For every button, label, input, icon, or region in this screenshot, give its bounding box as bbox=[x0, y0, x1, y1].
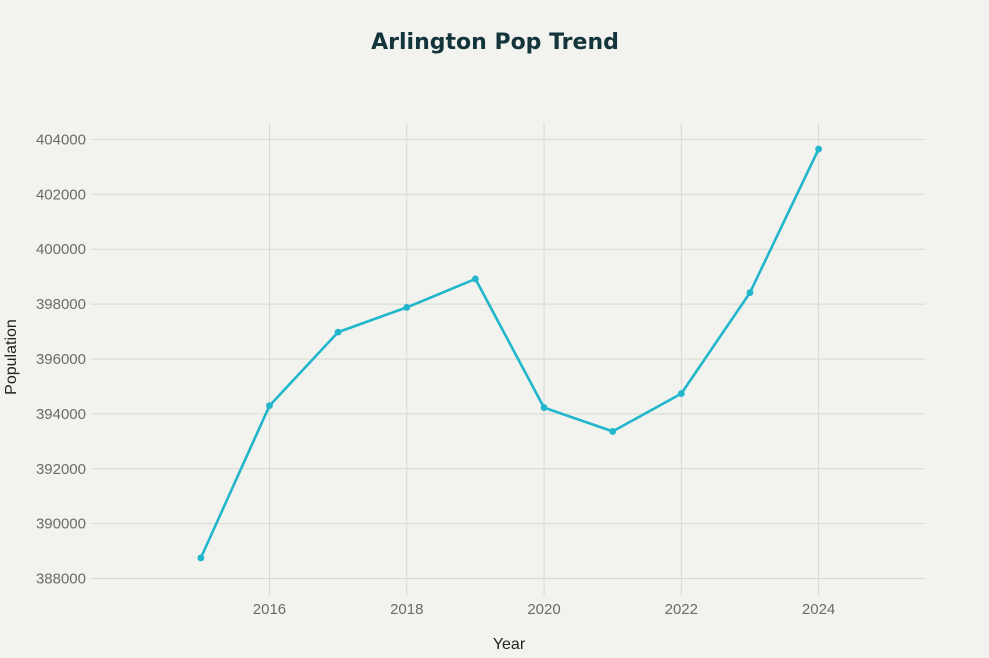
tick-labels: 388000 390000 392000 394000 396000 398000 4000… bbox=[36, 131, 835, 618]
y-tick-label: 398000 bbox=[36, 296, 86, 313]
data-point bbox=[609, 428, 617, 435]
data-point bbox=[746, 289, 754, 296]
data-point bbox=[815, 145, 823, 153]
y-tick-label: 402000 bbox=[36, 186, 86, 203]
x-tick-label: 2018 bbox=[390, 601, 423, 618]
data-point bbox=[403, 304, 411, 311]
data-point bbox=[334, 328, 342, 336]
series-line bbox=[199, 147, 820, 560]
data-point bbox=[540, 404, 548, 411]
y-tick-label: 400000 bbox=[36, 241, 86, 258]
x-tick-label: 2020 bbox=[527, 601, 560, 618]
y-tick-label: 392000 bbox=[36, 461, 86, 478]
data-point bbox=[197, 554, 205, 562]
x-tick-label: 2022 bbox=[665, 601, 698, 618]
y-tick-label: 394000 bbox=[36, 406, 86, 423]
series bbox=[197, 145, 823, 562]
x-tick-label: 2024 bbox=[802, 601, 835, 618]
y-axis-title: Population bbox=[3, 319, 20, 395]
data-point bbox=[677, 390, 685, 397]
grid bbox=[91, 123, 925, 595]
y-tick-label: 404000 bbox=[36, 131, 86, 148]
data-point bbox=[266, 402, 273, 410]
chart-title: Arlington Pop Trend bbox=[371, 30, 619, 55]
y-tick-label: 390000 bbox=[36, 516, 86, 533]
x-tick-label: 2016 bbox=[253, 601, 286, 618]
data-point bbox=[471, 275, 479, 283]
x-axis-title: Year bbox=[493, 636, 526, 653]
y-tick-label: 396000 bbox=[36, 351, 86, 368]
y-tick-label: 388000 bbox=[36, 571, 86, 588]
